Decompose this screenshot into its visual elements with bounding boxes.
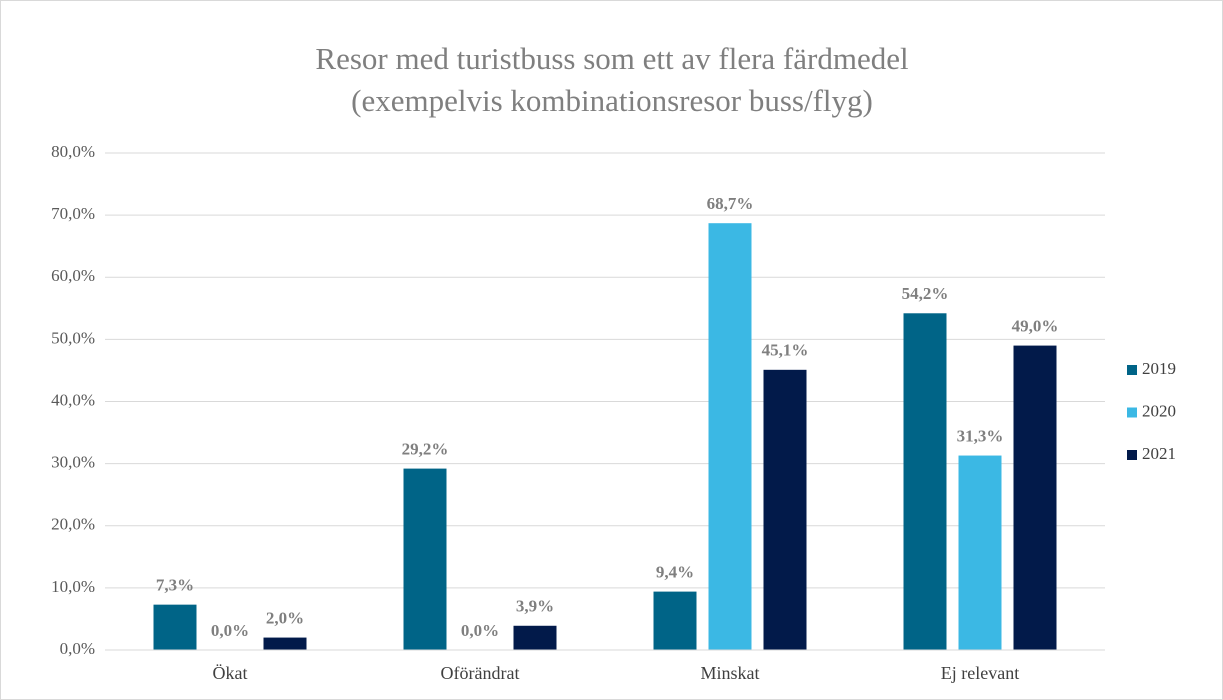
x-tick-label: Oförändrat (441, 663, 520, 683)
x-tick-label: Minskat (700, 663, 759, 683)
y-tick-label: 20,0% (51, 515, 95, 534)
legend-swatch (1127, 407, 1137, 418)
bar (653, 591, 697, 650)
value-label: 9,4% (656, 563, 694, 582)
y-tick-label: 50,0% (51, 328, 95, 347)
legend-label: 2019 (1142, 359, 1176, 378)
x-tick-label: Ej relevant (941, 663, 1019, 683)
y-tick-label: 40,0% (51, 390, 95, 409)
bar (708, 223, 752, 651)
value-label: 0,0% (461, 621, 499, 640)
x-tick-label: Ökat (213, 663, 248, 683)
bar (763, 369, 807, 650)
bar (403, 468, 447, 650)
value-label: 0,0% (211, 621, 249, 640)
value-label: 54,2% (902, 284, 949, 303)
legend-swatch (1127, 365, 1137, 375)
bar (153, 604, 197, 650)
y-tick-label: 30,0% (51, 453, 95, 472)
chart-title: Resor med turistbuss som ett av flera fä… (315, 41, 908, 76)
y-tick-label: 0,0% (60, 639, 95, 658)
bar (263, 637, 307, 650)
bar (903, 313, 947, 650)
value-label: 29,2% (402, 440, 449, 459)
value-label: 3,9% (516, 597, 554, 616)
y-tick-label: 10,0% (51, 577, 95, 596)
value-label: 45,1% (762, 341, 809, 360)
legend-label: 2021 (1142, 444, 1176, 463)
value-label: 31,3% (957, 426, 1004, 445)
y-tick-label: 60,0% (51, 266, 95, 285)
chart-title: (exempelvis kombinationsresor buss/flyg) (351, 83, 873, 118)
bar (513, 625, 557, 650)
y-tick-label: 70,0% (51, 204, 95, 223)
bar (1013, 345, 1057, 650)
value-label: 68,7% (707, 194, 754, 213)
value-label: 7,3% (156, 576, 194, 595)
legend-label: 2020 (1142, 401, 1176, 420)
value-label: 2,0% (266, 608, 304, 627)
y-tick-label: 80,0% (51, 142, 95, 161)
value-label: 49,0% (1012, 316, 1059, 335)
legend-swatch (1127, 450, 1137, 460)
bar (958, 455, 1002, 650)
